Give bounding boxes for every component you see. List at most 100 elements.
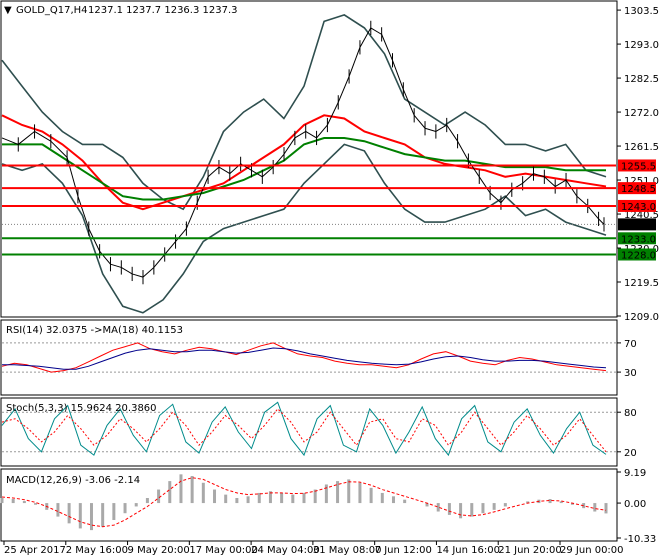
price-tick-label: 1251.0 bbox=[624, 176, 659, 187]
chart-symbol-marker: ▼ bbox=[4, 5, 12, 16]
level-label-box bbox=[618, 199, 656, 212]
price-segment bbox=[544, 176, 556, 187]
level-label: 1243.0 bbox=[621, 202, 656, 213]
price-segment bbox=[446, 124, 458, 142]
macd-tick-label: 9.19 bbox=[624, 468, 646, 479]
price-segment bbox=[164, 241, 176, 255]
current-price-box bbox=[618, 218, 656, 231]
x-tick-label: 14 Jun 16:00 bbox=[436, 545, 500, 556]
level-label: 1248.5 bbox=[621, 184, 656, 195]
price-tick-label: 1272.0 bbox=[624, 108, 659, 119]
x-tick-label: 29 Jun 00:00 bbox=[560, 545, 624, 556]
x-tick-label: 21 Jun 20:00 bbox=[498, 545, 562, 556]
price-segment bbox=[175, 228, 187, 242]
stoch-panel: 80 20 bbox=[1, 401, 637, 459]
price-segment bbox=[34, 131, 52, 142]
price-segment bbox=[598, 218, 605, 225]
price-segment bbox=[110, 263, 122, 268]
x-tick-label: 24 May 04:00 bbox=[251, 545, 320, 556]
x-tick-label: 25 Apr 2017 bbox=[4, 545, 66, 556]
price-segment bbox=[251, 169, 263, 178]
price-segment bbox=[402, 89, 415, 116]
price-segment bbox=[467, 160, 480, 178]
moving-average-line bbox=[2, 137, 606, 201]
level-label: 1255.5 bbox=[621, 161, 656, 172]
stoch-header: Stoch(5,3,3) 15.9624 20.3860 bbox=[6, 403, 157, 414]
price-segment bbox=[533, 173, 545, 178]
price-segment bbox=[88, 228, 101, 252]
macd-header: MACD(12,26,9) -3.06 -2.14 bbox=[6, 475, 140, 486]
price-segment bbox=[218, 166, 231, 174]
price-tick-label: 1240.5 bbox=[624, 210, 659, 221]
macd-tick-label: 0.00 bbox=[624, 499, 646, 510]
price-segment bbox=[153, 254, 166, 268]
stoch-tick-label: 20 bbox=[624, 448, 637, 459]
price-segment bbox=[424, 127, 437, 132]
x-tick-label: 9 May 20:00 bbox=[128, 545, 190, 556]
price-segment bbox=[381, 34, 393, 61]
x-tick-label: 2 May 16:00 bbox=[66, 545, 128, 556]
price-segment bbox=[370, 27, 382, 35]
price-tick-label: 1209.0 bbox=[624, 312, 659, 323]
chart-symbol: GOLD_Q17,H4 bbox=[16, 5, 88, 16]
level-label-box bbox=[618, 248, 656, 261]
ohlc-header: 1237.1 1237.7 1236.3 1237.3 bbox=[88, 5, 238, 16]
price-tick-label: 1293.0 bbox=[624, 40, 659, 51]
price-segment bbox=[326, 102, 339, 126]
macd-panel: 9.19 0.00 -10.33 bbox=[0, 468, 656, 545]
price-segment bbox=[50, 140, 68, 158]
price-segment bbox=[283, 137, 296, 155]
x-tick-label: 7 Jun 12:00 bbox=[375, 545, 432, 556]
x-axis: 25 Apr 2017 2 May 16:00 9 May 20:00 17 May … bbox=[3, 541, 624, 556]
price-segment bbox=[132, 273, 144, 278]
price-segment bbox=[500, 189, 513, 204]
level-label-box bbox=[618, 182, 656, 195]
price-segment bbox=[489, 192, 502, 204]
level-label: 1233.0 bbox=[621, 234, 656, 245]
price-segment bbox=[294, 131, 306, 139]
rsi-panel-frame bbox=[0, 319, 618, 396]
price-segment bbox=[121, 267, 133, 275]
price-segment bbox=[435, 124, 447, 132]
price-segment bbox=[99, 250, 111, 265]
price-tick-label: 1303.5 bbox=[624, 6, 659, 17]
price-segment bbox=[587, 205, 599, 220]
price-segment bbox=[77, 196, 90, 229]
stoch-tick-label: 80 bbox=[624, 408, 637, 419]
rsi-tick-label: 70 bbox=[624, 339, 637, 350]
price-panel: 1303.5 1293.0 1282.5 1272.0 1261.5 1251.0 1240… bbox=[1, 6, 659, 323]
price-segment bbox=[576, 195, 589, 207]
price-segment bbox=[392, 60, 404, 90]
macd-signal-line bbox=[1, 477, 607, 528]
price-segment bbox=[348, 47, 361, 77]
price-segment bbox=[305, 131, 317, 139]
stoch-k-line bbox=[1, 401, 607, 457]
price-segment bbox=[554, 179, 567, 187]
level-label-box bbox=[618, 232, 656, 245]
current-price-label: 1237.3 bbox=[621, 220, 656, 231]
price-segment bbox=[261, 166, 274, 178]
x-tick-label: 31 May 08:00 bbox=[313, 545, 382, 556]
price-segment bbox=[66, 157, 79, 197]
price-segment bbox=[522, 173, 534, 184]
price-tick-label: 1261.5 bbox=[624, 142, 659, 153]
x-tick-label: 17 May 00:00 bbox=[189, 545, 258, 556]
level-label-box bbox=[618, 159, 656, 172]
price-segment bbox=[142, 267, 155, 278]
bollinger-upper-line bbox=[1, 14, 607, 211]
macd-tick-label: -10.33 bbox=[624, 534, 656, 545]
price-segment bbox=[316, 124, 328, 139]
rsi-ma-line bbox=[2, 347, 607, 370]
rsi-panel: 70 30 bbox=[1, 339, 637, 379]
price-segment bbox=[359, 27, 372, 48]
stoch-d-line bbox=[1, 408, 607, 453]
price-tick-label: 1219.5 bbox=[624, 278, 659, 289]
price-panel-frame bbox=[0, 0, 618, 318]
price-segment bbox=[1, 137, 19, 145]
price-segment bbox=[478, 176, 491, 194]
bollinger-lower-line bbox=[1, 143, 607, 314]
level-label: 1228.0 bbox=[621, 250, 656, 261]
price-segment bbox=[196, 176, 209, 203]
rsi-tick-label: 30 bbox=[624, 368, 637, 379]
